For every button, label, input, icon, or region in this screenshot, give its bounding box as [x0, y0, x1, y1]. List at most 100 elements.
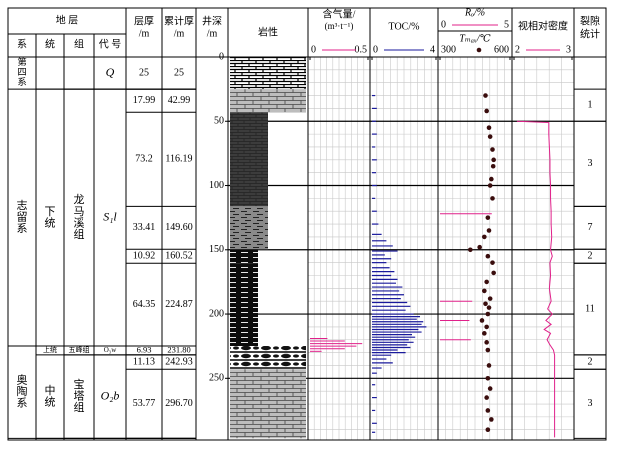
- lithology-limestone: [230, 369, 306, 439]
- scale-label: 2: [515, 44, 520, 55]
- tmax-point: [482, 288, 487, 294]
- layer-cumulative: 25: [174, 67, 184, 78]
- layer-cumulative: 296.70: [165, 398, 193, 409]
- header: /m: [139, 28, 150, 39]
- track-title: Tₘₐₓ/℃: [459, 33, 490, 44]
- scale-label: 0.5: [355, 44, 368, 55]
- header: 代 号: [99, 38, 122, 50]
- scale-label: 0: [373, 44, 378, 55]
- tmax-point: [477, 244, 482, 250]
- layer-cumulative: 42.99: [168, 95, 191, 106]
- density-curve: [516, 120, 556, 438]
- tmax-point: [491, 270, 496, 276]
- system-name: 第四系: [17, 56, 26, 88]
- tmax-point: [485, 215, 491, 220]
- track-title: 裂隙: [580, 14, 600, 27]
- tmax-point: [485, 311, 491, 317]
- tmax-point: [482, 234, 487, 240]
- fracture-count: 2: [588, 356, 593, 367]
- scale-label: 0: [311, 44, 316, 55]
- tmax-point: [485, 427, 491, 433]
- track-title: Rₒ/%: [464, 7, 485, 18]
- track-title: TOC/%: [389, 21, 420, 32]
- layer-cumulative: 224.87: [165, 299, 193, 310]
- tmax-point: [486, 125, 492, 130]
- tmax-point: [484, 279, 489, 285]
- fracture-count: 11: [585, 303, 595, 314]
- legend-dot: [476, 47, 482, 53]
- tmax-point: [490, 163, 496, 169]
- tmax-point: [485, 253, 491, 259]
- tmax-point: [489, 176, 494, 182]
- formation-name: 宝塔组: [74, 377, 85, 414]
- tmax-point: [489, 417, 494, 422]
- scale-label: 300: [441, 44, 456, 55]
- tmax-point: [468, 247, 473, 253]
- lithology-soil: [230, 57, 306, 90]
- layer-thickness: 64.35: [133, 299, 156, 310]
- tmax-point: [479, 318, 485, 323]
- tmax-point: [487, 296, 493, 301]
- tmax-point: [486, 228, 492, 233]
- tmax-point: [483, 93, 488, 98]
- lithology-limestone: [230, 89, 306, 113]
- tmax-point: [485, 376, 491, 381]
- header: 组: [74, 37, 84, 50]
- tmax-point: [487, 386, 493, 391]
- fracture-count: 3: [588, 158, 593, 169]
- tmax-point: [484, 108, 489, 114]
- layer-thickness: 73.2: [135, 154, 153, 165]
- scale-label: 600: [494, 44, 509, 55]
- tmax-point: [484, 324, 489, 330]
- series-name: 下统: [45, 205, 56, 229]
- scale-label: 4: [430, 44, 435, 55]
- layer-cumulative: 231.80: [167, 344, 190, 354]
- track-title: 统计: [580, 27, 600, 40]
- header: 累计厚: [164, 14, 194, 27]
- layer-cumulative: 149.60: [165, 222, 193, 233]
- track-title: (m³·t⁻¹): [325, 21, 354, 31]
- header: 统: [45, 37, 55, 50]
- fracture-count: 1: [588, 99, 593, 110]
- layer-thickness: 53.77: [133, 398, 156, 409]
- formation-name: 五峰组: [69, 345, 90, 354]
- header: /m: [174, 28, 185, 39]
- header: 井深: [202, 14, 222, 27]
- depth-tick-label: 250: [209, 373, 224, 384]
- layer-cumulative: 242.93: [165, 356, 193, 367]
- tmax-point: [486, 305, 492, 310]
- formation-code: S₁l: [103, 209, 117, 223]
- layer-thickness: 17.99: [133, 95, 156, 106]
- track-title: 视相对密度: [518, 19, 568, 32]
- lithology-silty-mudstone: [230, 112, 268, 207]
- tmax-point: [490, 260, 495, 265]
- tmax-point: [485, 408, 491, 413]
- tmax-point: [482, 331, 487, 336]
- lithology-nodular-limestone: [230, 346, 306, 355]
- tmax-point: [484, 340, 489, 345]
- formation-name: 龙马溪组: [74, 193, 85, 241]
- header: 系: [17, 38, 27, 50]
- formation-code: O₃w: [104, 346, 117, 354]
- fracture-count: 3: [588, 398, 593, 409]
- lithology-shale: [230, 249, 258, 264]
- layer-cumulative: 116.19: [165, 154, 192, 165]
- scale-label: 0: [441, 19, 446, 30]
- tmax-point: [490, 147, 495, 152]
- tmax-point: [483, 301, 488, 307]
- lithology-nodular-limestone: [230, 354, 306, 370]
- layer-cumulative: 160.52: [165, 251, 193, 262]
- formation-code: Q: [106, 65, 115, 79]
- frame: [7, 7, 607, 441]
- header: 岩性: [258, 25, 278, 38]
- tmax-point: [487, 183, 493, 188]
- header: /m: [207, 28, 218, 39]
- scale-label: 5: [504, 19, 509, 30]
- fracture-count: 2: [588, 251, 593, 262]
- depth-tick-label: 150: [209, 244, 224, 255]
- track-title: 含气量/: [323, 7, 356, 20]
- layer-thickness: 11.13: [133, 356, 155, 367]
- header: 层厚: [134, 15, 154, 27]
- layer-thickness: 33.41: [133, 222, 156, 233]
